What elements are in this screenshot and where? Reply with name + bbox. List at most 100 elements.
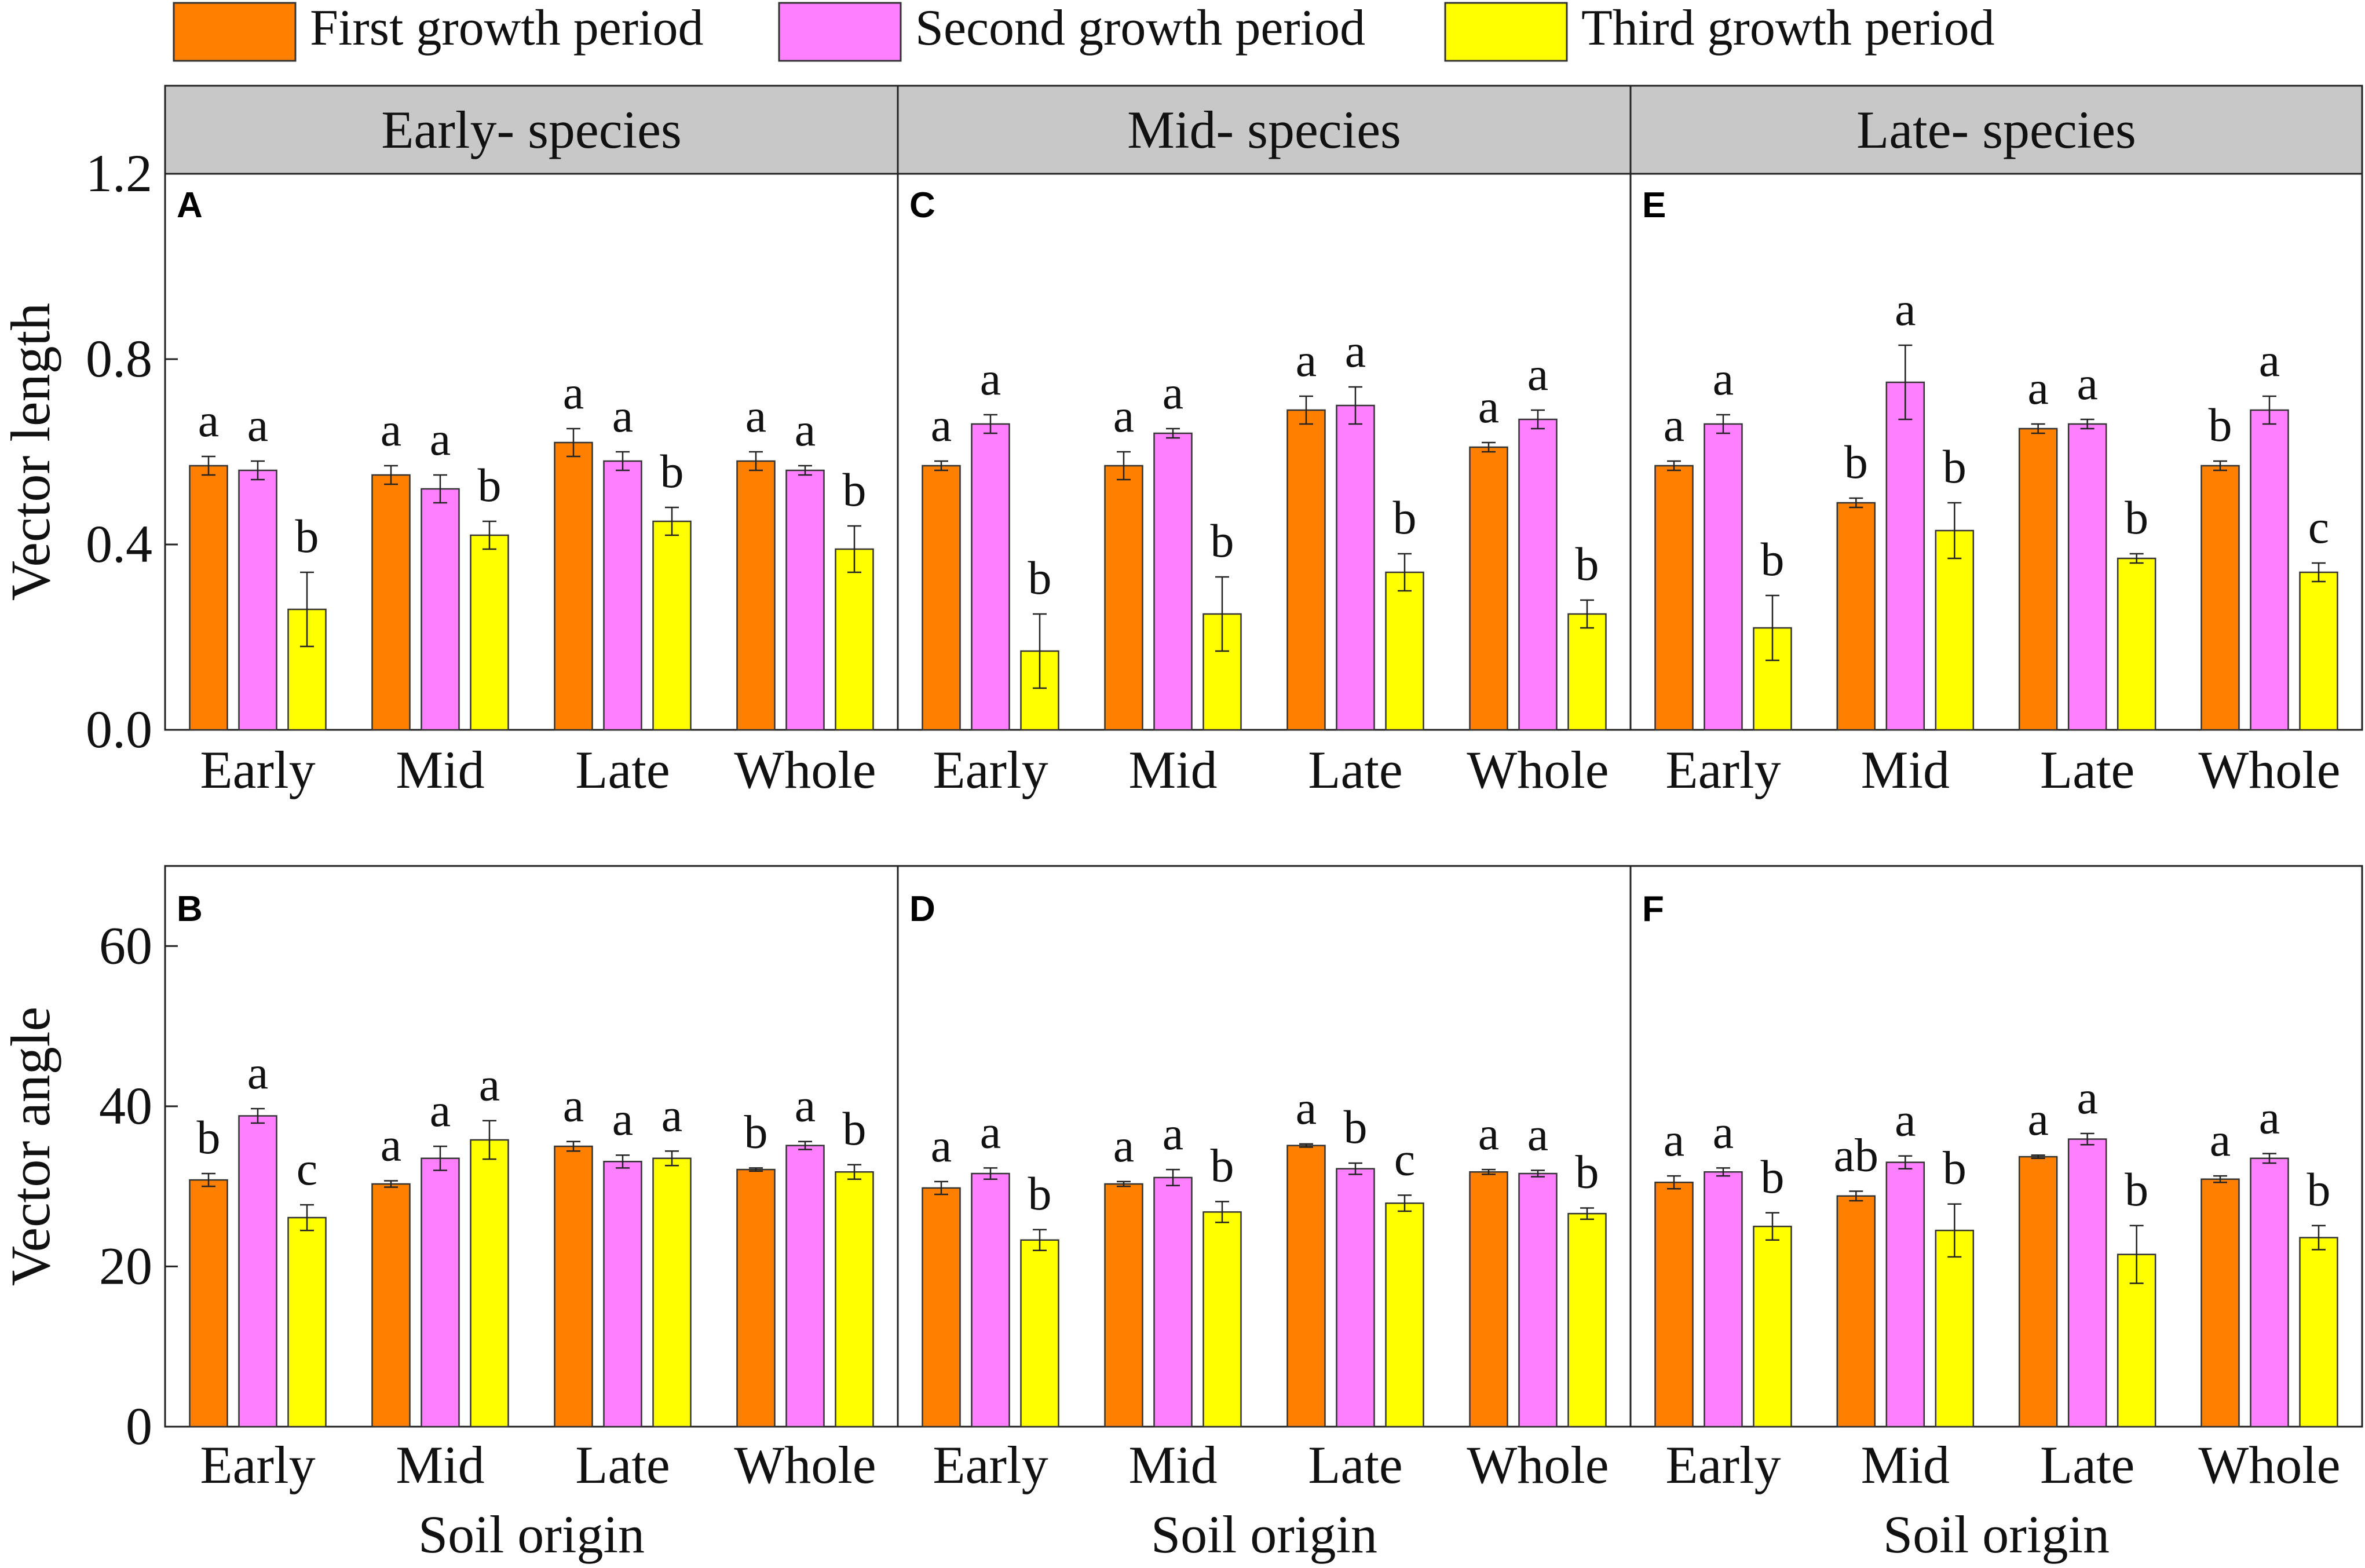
significance-letter: b xyxy=(2125,1163,2148,1216)
significance-letter: c xyxy=(1394,1132,1415,1185)
error-bar xyxy=(798,465,812,476)
bar xyxy=(2117,557,2156,731)
error-bar xyxy=(1947,502,1962,560)
significance-letter: a xyxy=(931,399,952,451)
significance-letter: a xyxy=(795,403,816,456)
error-bar xyxy=(1531,1169,1545,1178)
bar xyxy=(2250,409,2289,731)
error-bar xyxy=(1580,1207,1594,1220)
error-bar xyxy=(1947,1203,1962,1258)
error-bar xyxy=(749,1167,763,1172)
error-bar xyxy=(1166,1168,1180,1187)
error-bar xyxy=(251,460,265,481)
panel-letter: F xyxy=(1642,889,1664,929)
error-bar xyxy=(2080,418,2094,430)
error-bar xyxy=(2213,460,2227,472)
significance-letter: a xyxy=(1664,399,1684,451)
bar xyxy=(1654,465,1694,731)
error-bar xyxy=(1033,613,1047,689)
legend-label-2: Second growth period xyxy=(915,0,1365,56)
legend-swatch-1 xyxy=(173,2,297,62)
error-bar xyxy=(1348,386,1362,425)
significance-letter: a xyxy=(1345,324,1366,377)
significance-letter: b xyxy=(1576,538,1599,590)
x-tick-label: Early xyxy=(200,1435,315,1494)
significance-letter: ab xyxy=(1834,1128,1878,1181)
error-bar xyxy=(433,1145,447,1171)
error-bar xyxy=(1215,1201,1229,1223)
bar xyxy=(1885,381,1925,731)
facet-label-3: Late- species xyxy=(1856,100,2136,159)
error-bar xyxy=(202,455,215,476)
significance-letter: a xyxy=(381,1118,401,1171)
error-bar xyxy=(2031,423,2045,434)
panel-frame xyxy=(1629,865,2363,1428)
error-bar xyxy=(2213,1175,2227,1183)
bar xyxy=(554,441,593,731)
significance-letter: a xyxy=(2259,1091,2280,1143)
bar xyxy=(1704,423,1743,731)
significance-letter: b xyxy=(1576,1145,1599,1198)
bar xyxy=(1286,1145,1326,1428)
error-bar xyxy=(1898,344,1913,421)
x-tick-label: Whole xyxy=(734,1435,876,1494)
significance-letter: a xyxy=(1713,1105,1734,1158)
x-tick-label: Early xyxy=(200,740,315,799)
bar xyxy=(1518,1172,1558,1428)
bar xyxy=(2200,1178,2240,1428)
bar xyxy=(238,1115,277,1428)
significance-letter: a xyxy=(1895,1094,1916,1146)
bar xyxy=(2299,571,2338,731)
significance-letter: b xyxy=(478,459,502,511)
bar xyxy=(785,1145,825,1428)
x-tick-label: Late xyxy=(2040,1435,2134,1494)
significance-letter: b xyxy=(1844,436,1868,488)
error-bar xyxy=(566,427,580,458)
bar xyxy=(1153,1176,1193,1428)
significance-letter: b xyxy=(744,1105,768,1158)
significance-letter: a xyxy=(1113,389,1134,442)
error-bar xyxy=(1482,1168,1496,1175)
error-bar xyxy=(482,520,496,550)
error-bar xyxy=(2080,1132,2094,1146)
bar xyxy=(835,1171,874,1428)
significance-letter: a xyxy=(2027,1092,2048,1145)
significance-letter: c xyxy=(2308,500,2329,553)
significance-letter: a xyxy=(2077,357,2097,410)
bar xyxy=(2018,1156,2058,1428)
significance-letter: a xyxy=(1163,1107,1183,1160)
x-tick-label: Mid xyxy=(396,740,484,799)
error-bar xyxy=(1667,460,1681,472)
panel-frame xyxy=(1629,173,2363,731)
bar xyxy=(1104,1183,1143,1428)
significance-letter: a xyxy=(1478,380,1499,433)
error-bar xyxy=(934,460,948,472)
bar xyxy=(2200,465,2240,731)
significance-letter: a xyxy=(1163,366,1183,419)
error-bar xyxy=(665,1150,679,1167)
bar xyxy=(922,465,961,731)
panel-letter: B xyxy=(177,889,203,929)
error-bar xyxy=(616,451,630,472)
significance-letter: a xyxy=(2027,361,2048,414)
bar xyxy=(1469,1171,1508,1428)
facet-label-2: Mid- species xyxy=(1127,100,1401,159)
error-bar xyxy=(749,451,763,472)
significance-letter: a xyxy=(430,412,451,465)
error-bar xyxy=(1166,427,1180,439)
facet-strip-3 xyxy=(1629,85,2363,175)
significance-letter: b xyxy=(1761,1150,1785,1203)
error-bar xyxy=(2262,1153,2276,1164)
error-bar xyxy=(1299,395,1313,425)
error-bar xyxy=(1580,599,1594,629)
significance-letter: b xyxy=(1028,551,1052,604)
x-tick-label: Mid xyxy=(1128,740,1217,799)
significance-letter: a xyxy=(795,1079,816,1132)
bar xyxy=(1836,502,1876,731)
bar xyxy=(1753,1226,1792,1428)
x-tick-label: Early xyxy=(1665,740,1781,799)
significance-letter: b xyxy=(1943,1142,1966,1194)
error-bar xyxy=(665,506,679,536)
